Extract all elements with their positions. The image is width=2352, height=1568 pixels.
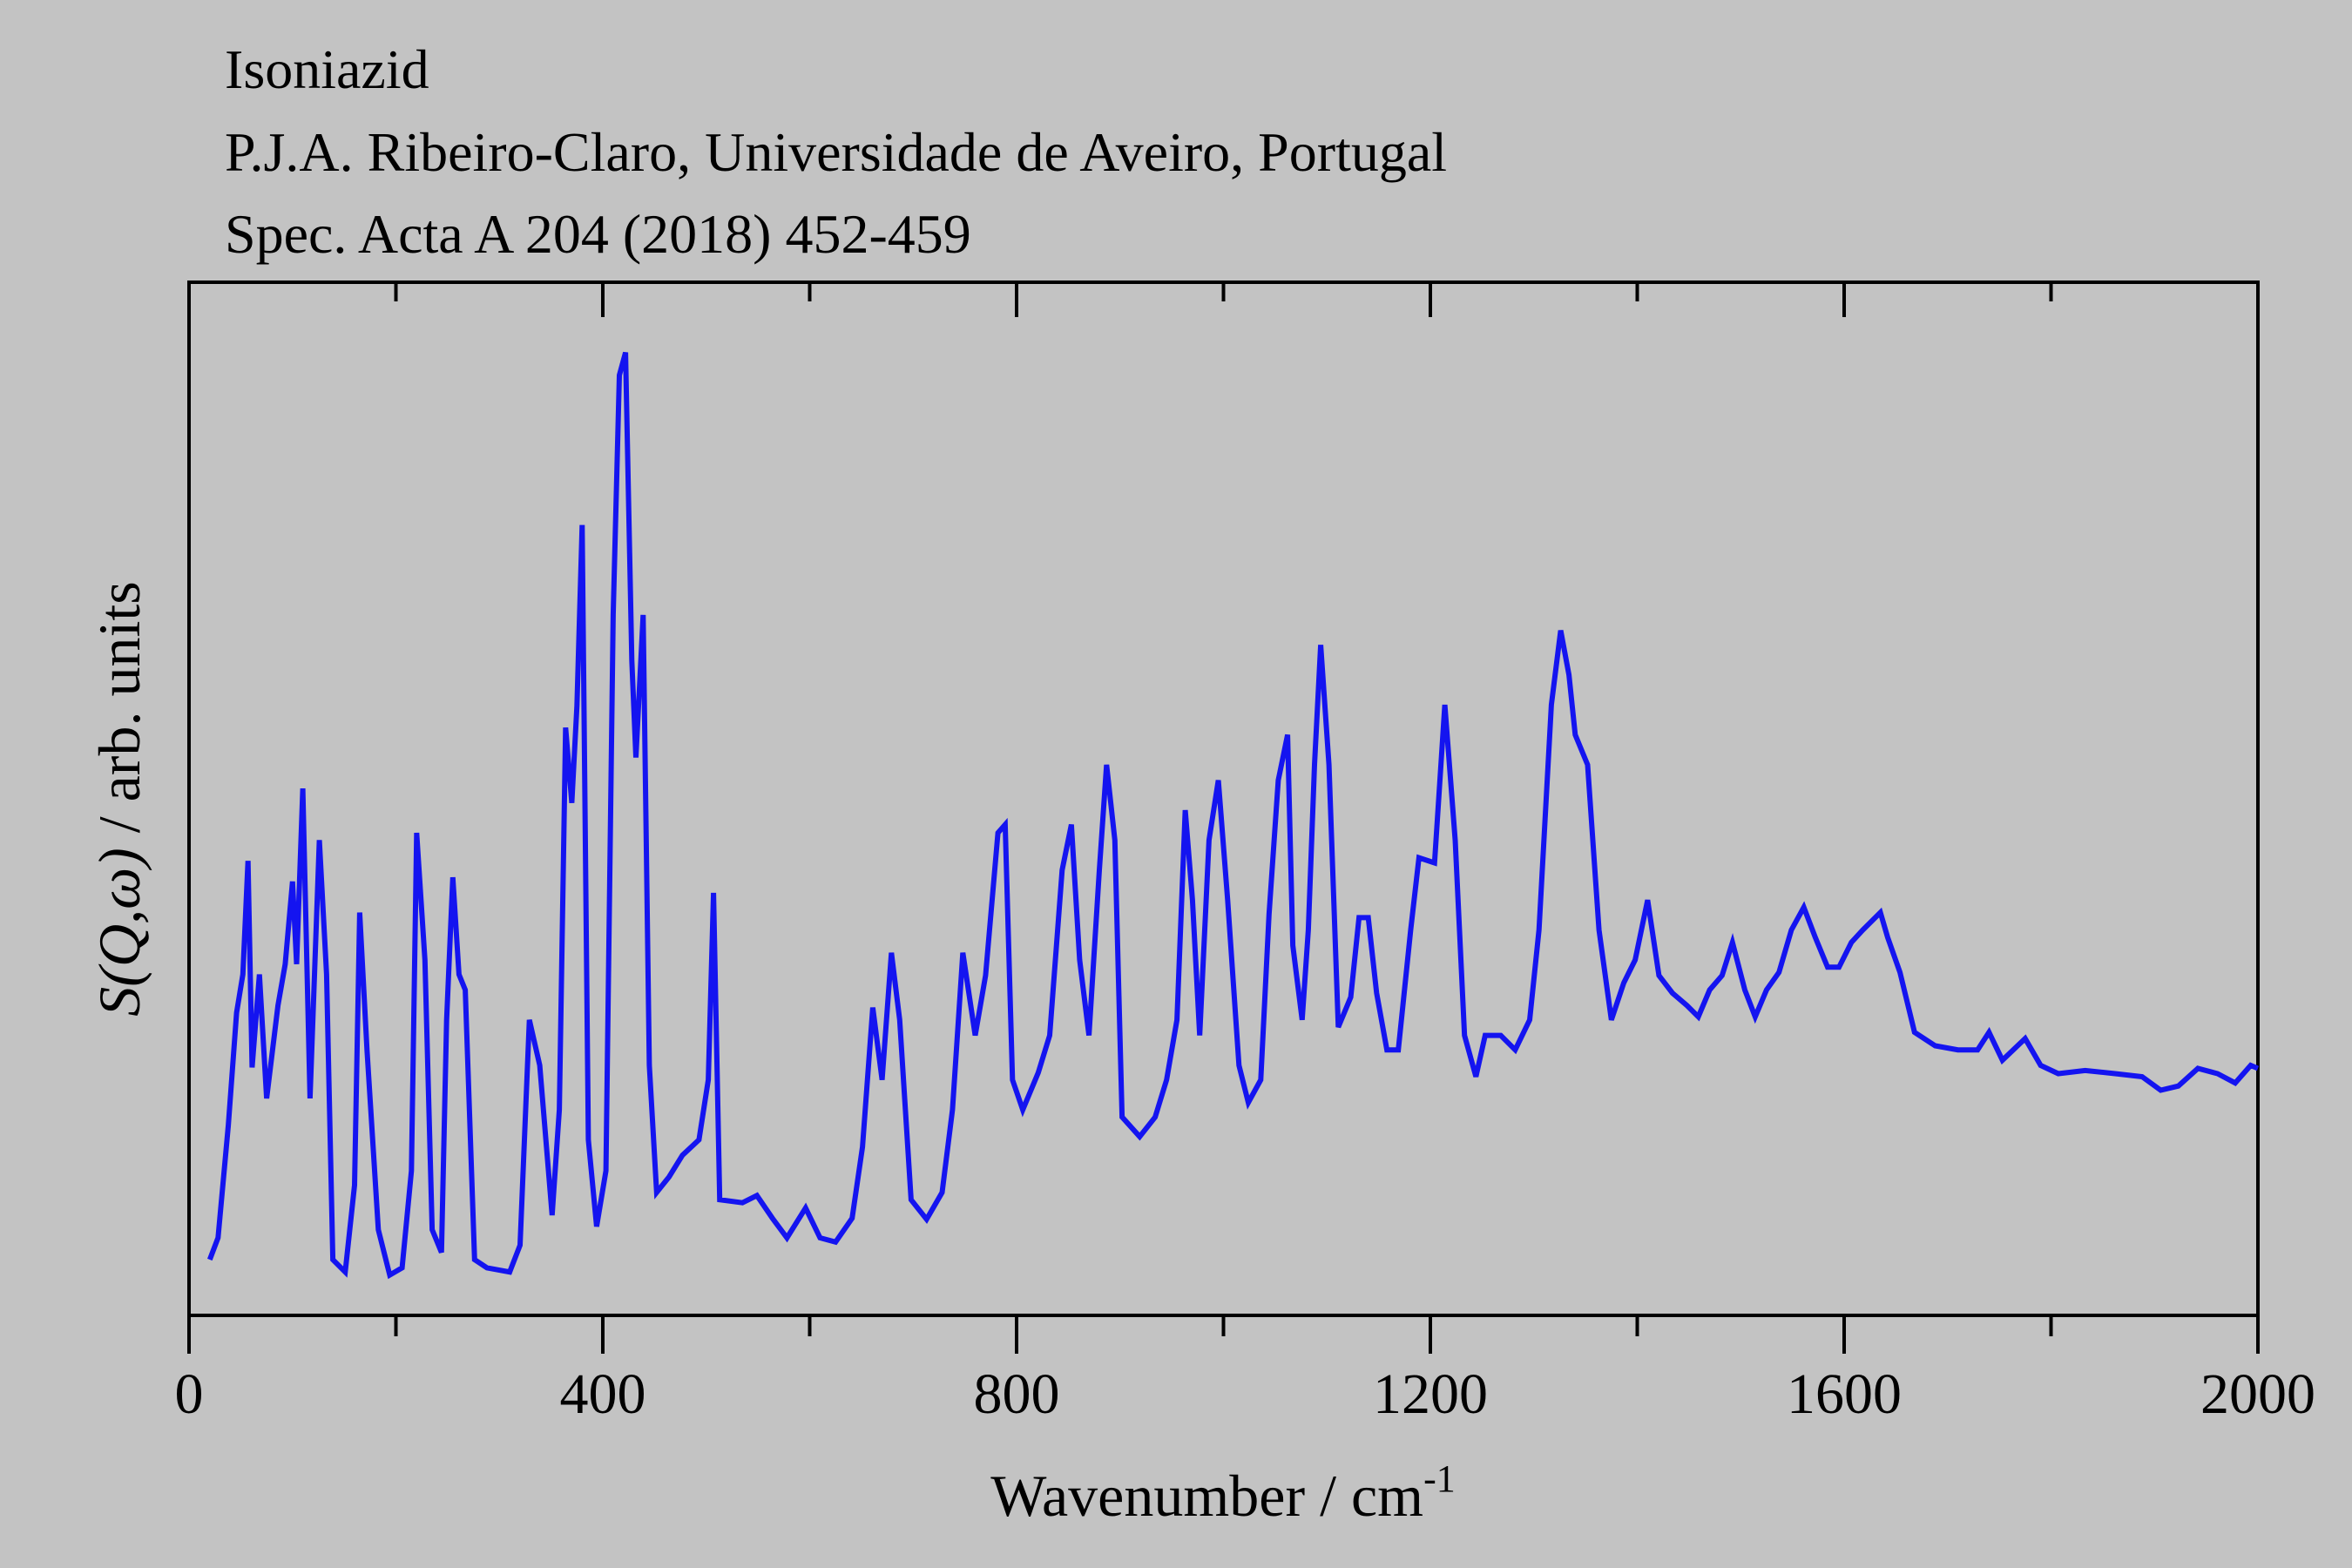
x-tick-label: 800: [974, 1362, 1060, 1426]
y-axis-label-symbol: S(Q,ω): [86, 848, 152, 1016]
chart-title: Isoniazid: [225, 38, 429, 100]
x-tick-label: 400: [560, 1362, 646, 1426]
x-tick-label: 2000: [2200, 1362, 2315, 1426]
y-axis-label-text: / arb. units: [86, 581, 152, 848]
chart-subtitle: P.J.A. Ribeiro-Claro, Universidade de Av…: [225, 121, 1447, 183]
x-axis-label-sup: -1: [1423, 1457, 1456, 1500]
chart-subtitle: Spec. Acta A 204 (2018) 452-459: [225, 203, 971, 265]
x-tick-label: 1200: [1373, 1362, 1488, 1426]
x-axis-label: Wavenumber / cm-1: [990, 1457, 1455, 1529]
y-axis-label: S(Q,ω) / arb. units: [86, 581, 152, 1016]
x-tick-label: 0: [175, 1362, 204, 1426]
x-tick-label: 1600: [1787, 1362, 1902, 1426]
spectrum-line: [206, 351, 2260, 1280]
x-axis-label-text: Wavenumber / cm: [990, 1463, 1423, 1529]
